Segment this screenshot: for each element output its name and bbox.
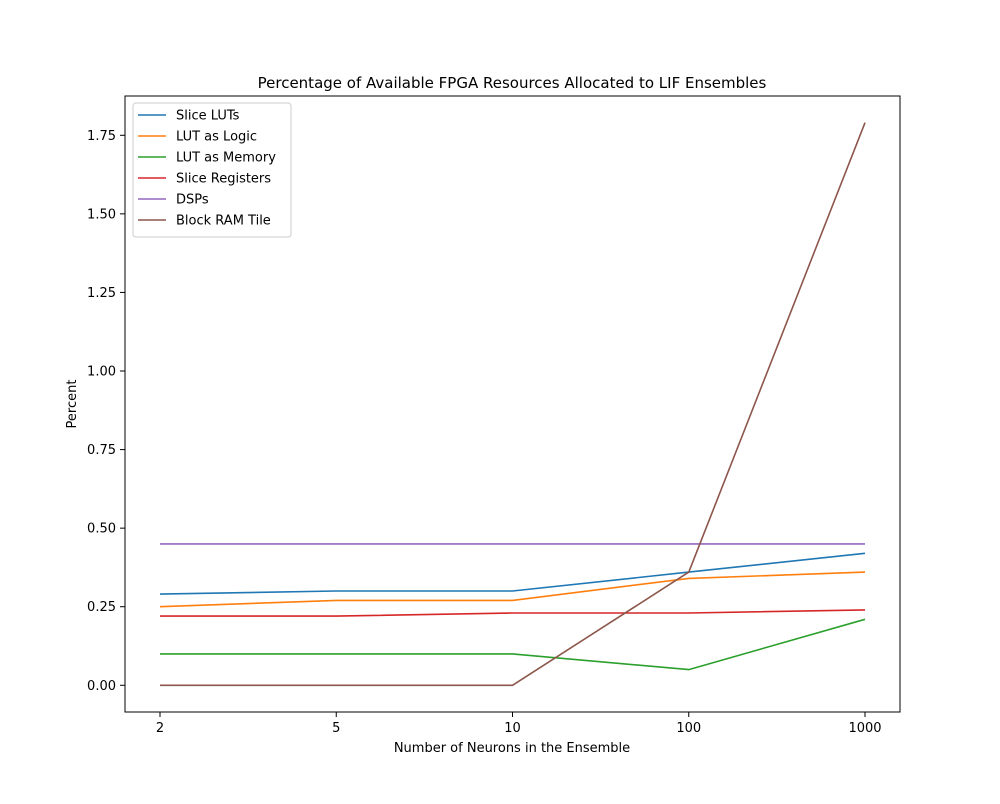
legend-label: DSPs: [176, 193, 209, 208]
x-tick-label: 100: [676, 721, 701, 736]
y-tick-label: 0.25: [87, 600, 116, 615]
y-axis-label: Percent: [65, 380, 80, 429]
y-tick-label: 1.00: [87, 365, 116, 380]
plot-lines: [159, 122, 866, 687]
y-tick-label: 0.75: [87, 443, 116, 458]
x-tick-label: 5: [332, 721, 340, 736]
series-line-lut-as-logic: [159, 571, 866, 608]
y-tick-label: 1.75: [87, 129, 116, 144]
legend: Slice LUTs LUT as Logic LUT as Memory Slice…: [132, 102, 292, 238]
series-line-slice-luts: [159, 552, 866, 595]
x-tick-label: 1000: [848, 721, 881, 736]
legend-box: [132, 102, 292, 238]
x-axis-label: Number of Neurons in the Ensemble: [394, 741, 630, 756]
series-line-slice-registers: [160, 609, 866, 617]
legend-label: LUT as Logic: [176, 130, 257, 145]
y-tick-label: 0.50: [87, 522, 116, 537]
legend-label: Slice Registers: [176, 172, 271, 187]
chart-title: Percentage of Available FPGA Resources A…: [258, 74, 767, 92]
legend-label: Slice LUTs: [176, 109, 240, 124]
x-tick-label: 2: [156, 721, 164, 736]
series-line-block-ram-tile: [160, 122, 866, 687]
x-axis: 2 5 10 100 1000: [156, 712, 882, 736]
y-tick-label: 1.50: [87, 207, 116, 222]
x-tick-label: 10: [504, 721, 521, 736]
legend-label: LUT as Memory: [176, 151, 276, 166]
y-tick-label: 0.00: [87, 679, 116, 694]
legend-label: Block RAM Tile: [176, 214, 271, 229]
series-line-lut-as-memory: [160, 618, 866, 671]
y-tick-label: 1.25: [87, 286, 116, 301]
y-axis: 0.00 0.25 0.50 0.75 1.00 1.25 1.50 1.75: [87, 129, 125, 694]
